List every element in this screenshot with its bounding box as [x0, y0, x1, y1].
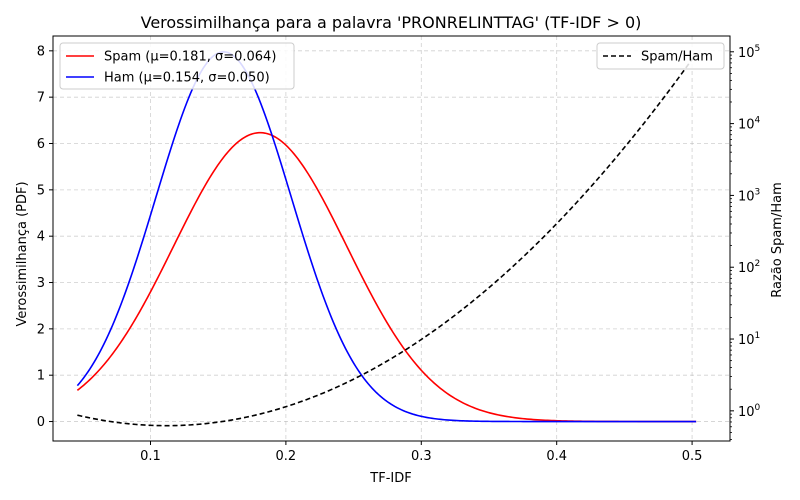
y-right-tick-label: 103 — [738, 187, 760, 204]
y-right-tick-label: 102 — [738, 259, 760, 276]
y-right-tick-label: 105 — [738, 44, 760, 61]
legend-left-box — [59, 42, 295, 90]
chart-title: Verossimilhança para a palavra 'PRONRELI… — [141, 13, 642, 32]
x-axis-label: TF-IDF — [369, 471, 411, 486]
y-right-tick-label: 104 — [738, 116, 761, 133]
spam-ham-ratio-line — [77, 53, 697, 427]
y-left-axis-label: Verossimilhança (PDF) — [15, 181, 30, 326]
ham-pdf-line — [76, 51, 697, 423]
legend-right-box — [596, 42, 725, 70]
series-group — [76, 51, 697, 427]
y-left-axis-ticks: 0 1 2 3 4 5 6 7 8 — [37, 44, 53, 430]
plot-frame — [52, 35, 731, 442]
legend-right: Spam/Ham — [596, 42, 725, 70]
y-left-tick-label: 5 — [37, 183, 45, 198]
y-left-tick-label: 0 — [37, 415, 45, 430]
legend-spam-label: Spam (μ=0.181, σ=0.064) — [104, 50, 276, 65]
y-left-tick-label: 7 — [37, 91, 45, 106]
y-left-tick-label: 6 — [37, 137, 45, 152]
y-right-axis-label: Razão Spam/Ham — [770, 182, 785, 298]
x-tick-label: 0.5 — [682, 449, 703, 464]
y-left-tick-label: 1 — [37, 369, 45, 384]
x-tick-label: 0.1 — [140, 449, 161, 464]
x-axis-ticks: 0.1 0.2 0.3 0.4 0.5 — [140, 441, 702, 464]
y-left-tick-label: 2 — [37, 322, 45, 337]
y-left-tick-label: 4 — [37, 230, 45, 245]
legend-left: Spam (μ=0.181, σ=0.064) Ham (μ=0.154, σ=… — [59, 42, 295, 90]
y-left-tick-label: 8 — [37, 44, 45, 59]
x-tick-label: 0.3 — [411, 449, 432, 464]
y-right-tick-label: 101 — [738, 331, 760, 348]
x-tick-label: 0.2 — [276, 449, 297, 464]
legend-ham-label: Ham (μ=0.154, σ=0.050) — [104, 71, 270, 86]
y-right-axis-ticks: 100 101 102 103 104 105 — [730, 44, 761, 440]
y-right-tick-label: 100 — [738, 403, 761, 420]
x-tick-label: 0.4 — [546, 449, 567, 464]
y-left-tick-label: 3 — [37, 276, 45, 291]
legend-ratio-label: Spam/Ham — [641, 50, 713, 65]
